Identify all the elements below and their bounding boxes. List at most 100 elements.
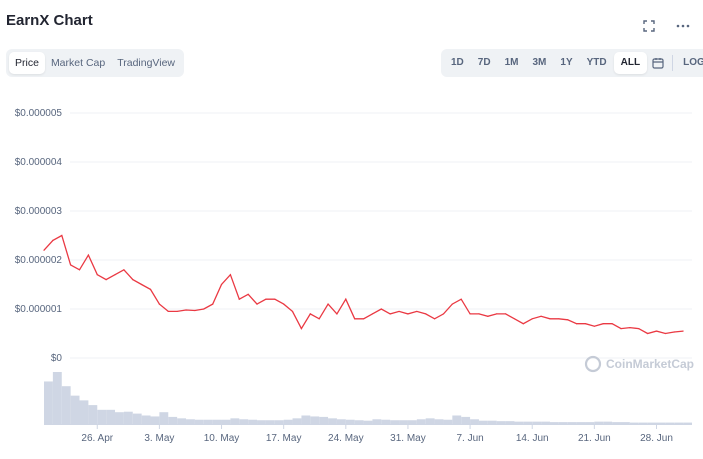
price-chart[interactable]: $0.000005 $0.000004 $0.000003 $0.000002 $0.0… xyxy=(0,90,703,459)
price-point xyxy=(451,303,453,305)
y-axis: $0.000005 $0.000004 $0.000003 $0.000002 $0.0… xyxy=(15,108,63,364)
price-point xyxy=(425,313,427,315)
y-tick-label: $0.000001 xyxy=(15,304,63,315)
volume-bar xyxy=(585,422,595,424)
price-point xyxy=(407,313,409,315)
x-tick-label: 7. Jun xyxy=(456,433,483,444)
price-point xyxy=(478,313,480,315)
range-ytd[interactable]: YTD xyxy=(586,57,607,68)
price-point xyxy=(655,330,658,332)
volume-bar xyxy=(567,422,577,424)
more-icon[interactable] xyxy=(671,14,695,38)
price-point xyxy=(576,323,578,325)
price-point xyxy=(87,254,89,256)
price-point xyxy=(318,318,320,320)
price-point xyxy=(274,298,276,300)
x-tick-label: 26. Apr xyxy=(81,433,113,444)
x-tick-label: 28. Jun xyxy=(640,433,673,444)
price-point xyxy=(70,264,72,266)
x-tick-label: 17. May xyxy=(266,433,302,444)
volume-bar xyxy=(674,422,684,424)
price-point xyxy=(256,303,258,305)
price-point xyxy=(469,313,471,315)
y-tick-label: $0.000003 xyxy=(15,206,63,217)
volume-bar xyxy=(336,419,346,424)
price-point xyxy=(558,318,560,320)
volume-bar xyxy=(656,422,666,424)
range-3m[interactable]: 3M xyxy=(532,57,547,68)
price-point xyxy=(194,309,196,312)
x-axis: 26. Apr 3. May 10. May 17. May 24. May 31. Ma… xyxy=(44,424,692,444)
price-point xyxy=(567,319,569,321)
range-1y[interactable]: 1Y xyxy=(560,57,573,68)
volume-bar xyxy=(514,421,524,424)
tab-market-cap[interactable]: Market Cap xyxy=(50,57,106,69)
volume-bar xyxy=(230,418,240,424)
log-toggle[interactable]: LOG xyxy=(683,57,703,68)
fullscreen-icon[interactable] xyxy=(637,14,661,38)
volume-bar xyxy=(363,420,373,424)
price-point xyxy=(52,239,54,241)
price-point xyxy=(389,313,391,315)
chart-type-tabs: Price Market Cap TradingView xyxy=(6,49,184,77)
volume-bar xyxy=(683,422,692,424)
price-point xyxy=(433,318,436,320)
calendar-icon[interactable] xyxy=(647,52,669,74)
volume-bar xyxy=(61,386,71,424)
volume-bar xyxy=(594,421,604,424)
volume-bar xyxy=(70,395,80,424)
price-point xyxy=(638,328,640,330)
tab-tradingview[interactable]: TradingView xyxy=(117,57,175,69)
time-range-tabs: 1D 7D 1M 3M 1Y YTD ALL LOG xyxy=(441,49,703,77)
price-point xyxy=(132,279,134,281)
volume-bar xyxy=(354,420,364,424)
price-point xyxy=(283,303,285,305)
volume-bar xyxy=(505,421,515,424)
volume-bar xyxy=(44,381,53,424)
range-1d[interactable]: 1D xyxy=(451,57,464,68)
volume-bar xyxy=(487,420,497,424)
price-point xyxy=(176,310,178,313)
price-point xyxy=(114,274,116,276)
price-line xyxy=(43,234,684,335)
volume-bar xyxy=(319,416,329,424)
volume-bar xyxy=(177,418,187,424)
range-all[interactable]: ALL xyxy=(613,52,648,74)
price-point xyxy=(513,318,516,320)
price-point xyxy=(442,313,445,315)
volume-bar xyxy=(265,420,275,424)
price-point xyxy=(620,328,622,330)
price-point xyxy=(291,310,294,313)
price-point xyxy=(362,318,365,320)
range-7d[interactable]: 7D xyxy=(477,57,491,68)
tab-price[interactable]: Price xyxy=(9,52,45,74)
volume-bar xyxy=(328,418,337,424)
volume-bar xyxy=(150,416,160,424)
price-point xyxy=(531,318,533,320)
coinmarketcap-watermark: CoinMarketCap xyxy=(584,355,694,373)
price-point xyxy=(416,310,418,313)
price-point xyxy=(123,269,125,271)
y-tick-label: $0.000005 xyxy=(15,108,63,119)
volume-bar xyxy=(372,419,382,424)
volume-bar xyxy=(159,412,169,424)
price-point xyxy=(309,313,311,315)
watermark-logo-icon xyxy=(584,355,602,373)
volume-bars xyxy=(44,372,692,424)
volume-bar xyxy=(106,409,116,424)
volume-bar xyxy=(434,419,444,424)
price-point xyxy=(682,330,684,332)
chart-title: EarnX Chart xyxy=(6,12,93,29)
volume-bar xyxy=(79,400,89,424)
volume-bar xyxy=(496,421,506,424)
x-tick-label: 10. May xyxy=(204,433,240,444)
price-point xyxy=(167,310,169,313)
price-point xyxy=(149,288,152,290)
range-1m[interactable]: 1M xyxy=(504,57,519,68)
volume-bar xyxy=(576,422,586,424)
volume-bar xyxy=(123,411,133,424)
price-point xyxy=(549,318,551,320)
price-point xyxy=(78,269,81,271)
volume-bar xyxy=(221,419,231,424)
x-tick-label: 3. May xyxy=(144,433,174,444)
